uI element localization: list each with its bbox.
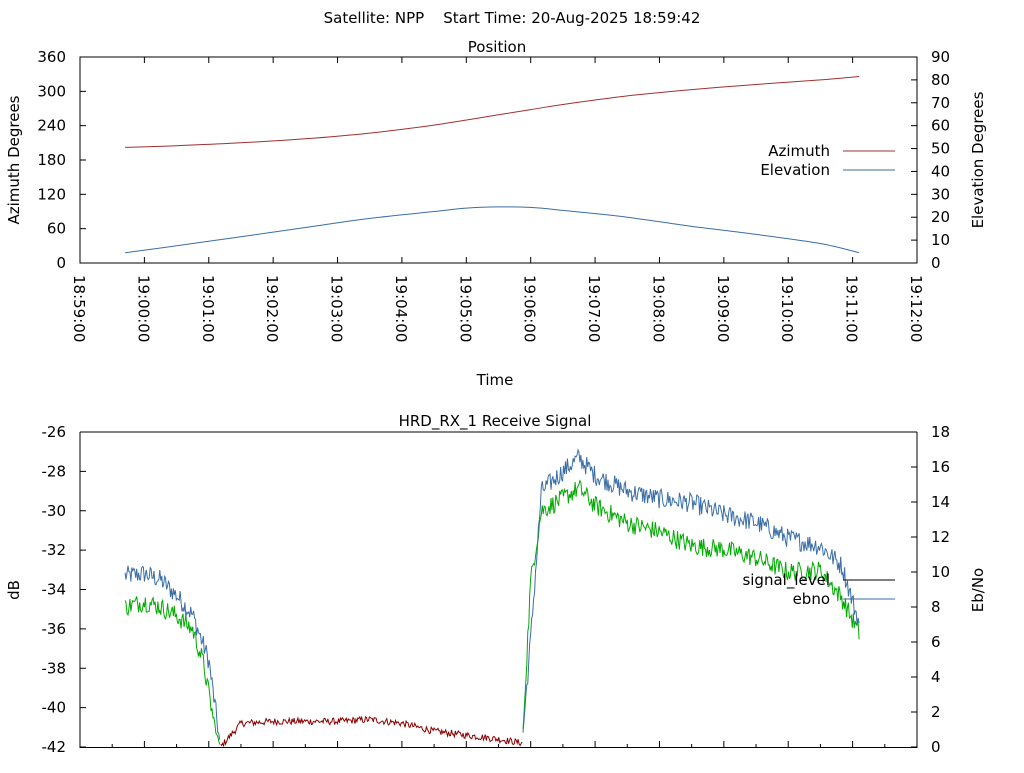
ebno-tick-label: 8 — [931, 598, 941, 616]
series-line-ebno — [124, 479, 860, 745]
elevation-tick-label: 40 — [931, 162, 950, 180]
ebno-tick-label: 16 — [931, 458, 950, 476]
azimuth-tick-label: 0 — [56, 254, 66, 272]
legend-ebno-label: ebno — [793, 590, 830, 608]
elevation-tick-label: 70 — [931, 94, 950, 112]
ebno-tick-label: 14 — [931, 493, 950, 511]
time-tick-label: 19:12:00 — [907, 275, 925, 342]
db-tick-label: -26 — [42, 423, 67, 441]
ebno-tick-label: 0 — [931, 738, 941, 756]
elevation-tick-label: 0 — [931, 254, 941, 272]
db-tick-label: -38 — [42, 659, 67, 677]
legend-elevation-label: Elevation — [760, 161, 830, 179]
db-tick-label: -30 — [42, 502, 67, 520]
azimuth-tick-label: 180 — [37, 151, 66, 169]
azimuth-tick-label: 300 — [37, 82, 66, 100]
time-tick-label: 19:05:00 — [456, 275, 474, 342]
time-tick-label: 18:59:00 — [70, 275, 88, 342]
time-tick-label: 19:08:00 — [649, 275, 667, 342]
position-plot-frame — [79, 56, 918, 264]
elevation-tick-label: 60 — [931, 117, 950, 135]
db-tick-label: -32 — [42, 541, 67, 559]
position-series — [125, 76, 860, 254]
elevation-tick-label: 90 — [931, 48, 950, 66]
header-text: Satellite: NPP Start Time: 20-Aug-2025 1… — [324, 9, 701, 27]
db-tick-label: -36 — [42, 620, 67, 638]
db-tick-label: -40 — [42, 699, 67, 717]
position-legend: Azimuth Elevation — [760, 142, 895, 179]
signal-series — [124, 448, 860, 747]
db-axis: -42 -40 -38 -36 -34 -32 -30 -28 -26 — [42, 423, 86, 756]
legend-azimuth-label: Azimuth — [768, 142, 830, 160]
signal-plot-frame — [79, 431, 918, 748]
ebno-tick-label: 4 — [931, 668, 941, 686]
legend-signal-level-label: signal_level — [742, 571, 830, 590]
ebno-tick-label: 6 — [931, 633, 941, 651]
time-tick-label: 19:10:00 — [778, 275, 796, 342]
db-tick-label: -28 — [42, 462, 67, 480]
azimuth-tick-label: 240 — [37, 117, 66, 135]
elevation-tick-label: 30 — [931, 185, 950, 203]
db-tick-label: -42 — [42, 738, 67, 756]
ebno-axis-label: Eb/No — [969, 568, 987, 612]
time-tick-label: 19:07:00 — [585, 275, 603, 342]
azimuth-axis-label: Azimuth Degrees — [5, 95, 23, 224]
db-axis-label: dB — [5, 580, 23, 600]
series-line-elevation — [125, 206, 860, 254]
ebno-tick-label: 12 — [931, 528, 950, 546]
azimuth-tick-label: 60 — [47, 220, 66, 238]
elevation-tick-label: 20 — [931, 208, 950, 226]
series-line-azimuth — [125, 76, 860, 148]
ebno-tick-label: 2 — [931, 703, 941, 721]
db-tick-label: -34 — [42, 581, 67, 599]
elevation-tick-label: 10 — [931, 231, 950, 249]
series-line-signal-level-rise — [522, 448, 860, 733]
elevation-tick-label: 50 — [931, 140, 950, 158]
ebno-tick-label: 18 — [931, 423, 950, 441]
signal-chart-title: HRD_RX_1 Receive Signal — [399, 412, 592, 431]
signal-legend: signal_level ebno — [742, 571, 895, 608]
time-tick-label: 19:03:00 — [328, 275, 346, 342]
position-chart-title: Position — [468, 38, 526, 56]
time-tick-label: 19:02:00 — [263, 275, 281, 342]
elevation-tick-label: 80 — [931, 71, 950, 89]
elevation-axis-label: Elevation Degrees — [969, 91, 987, 228]
ebno-axis: 0 2 4 6 8 10 12 14 16 18 — [911, 423, 950, 756]
series-line-signal-level-low — [220, 715, 523, 747]
azimuth-axis: 0 60 120 180 240 300 360 — [37, 48, 86, 272]
ebno-tick-label: 10 — [931, 563, 950, 581]
time-tick-label: 19:01:00 — [199, 275, 217, 342]
elevation-axis: 0 10 20 30 40 50 60 70 80 90 — [911, 48, 950, 272]
time-tick-label: 19:04:00 — [392, 275, 410, 342]
time-tick-label: 19:00:00 — [134, 275, 152, 342]
azimuth-tick-label: 120 — [37, 185, 66, 203]
signal-time-axis — [79, 741, 918, 747]
series-line-signal-level — [124, 565, 221, 740]
time-axis-label: Time — [476, 371, 514, 389]
time-tick-label: 19:11:00 — [843, 275, 861, 342]
time-tick-label: 19:09:00 — [714, 275, 732, 342]
time-tick-label: 19:06:00 — [521, 275, 539, 342]
azimuth-tick-label: 360 — [37, 48, 66, 66]
time-axis: 18:59:00 19:00:00 19:01:00 19:02:00 19:03:00… — [70, 57, 925, 342]
